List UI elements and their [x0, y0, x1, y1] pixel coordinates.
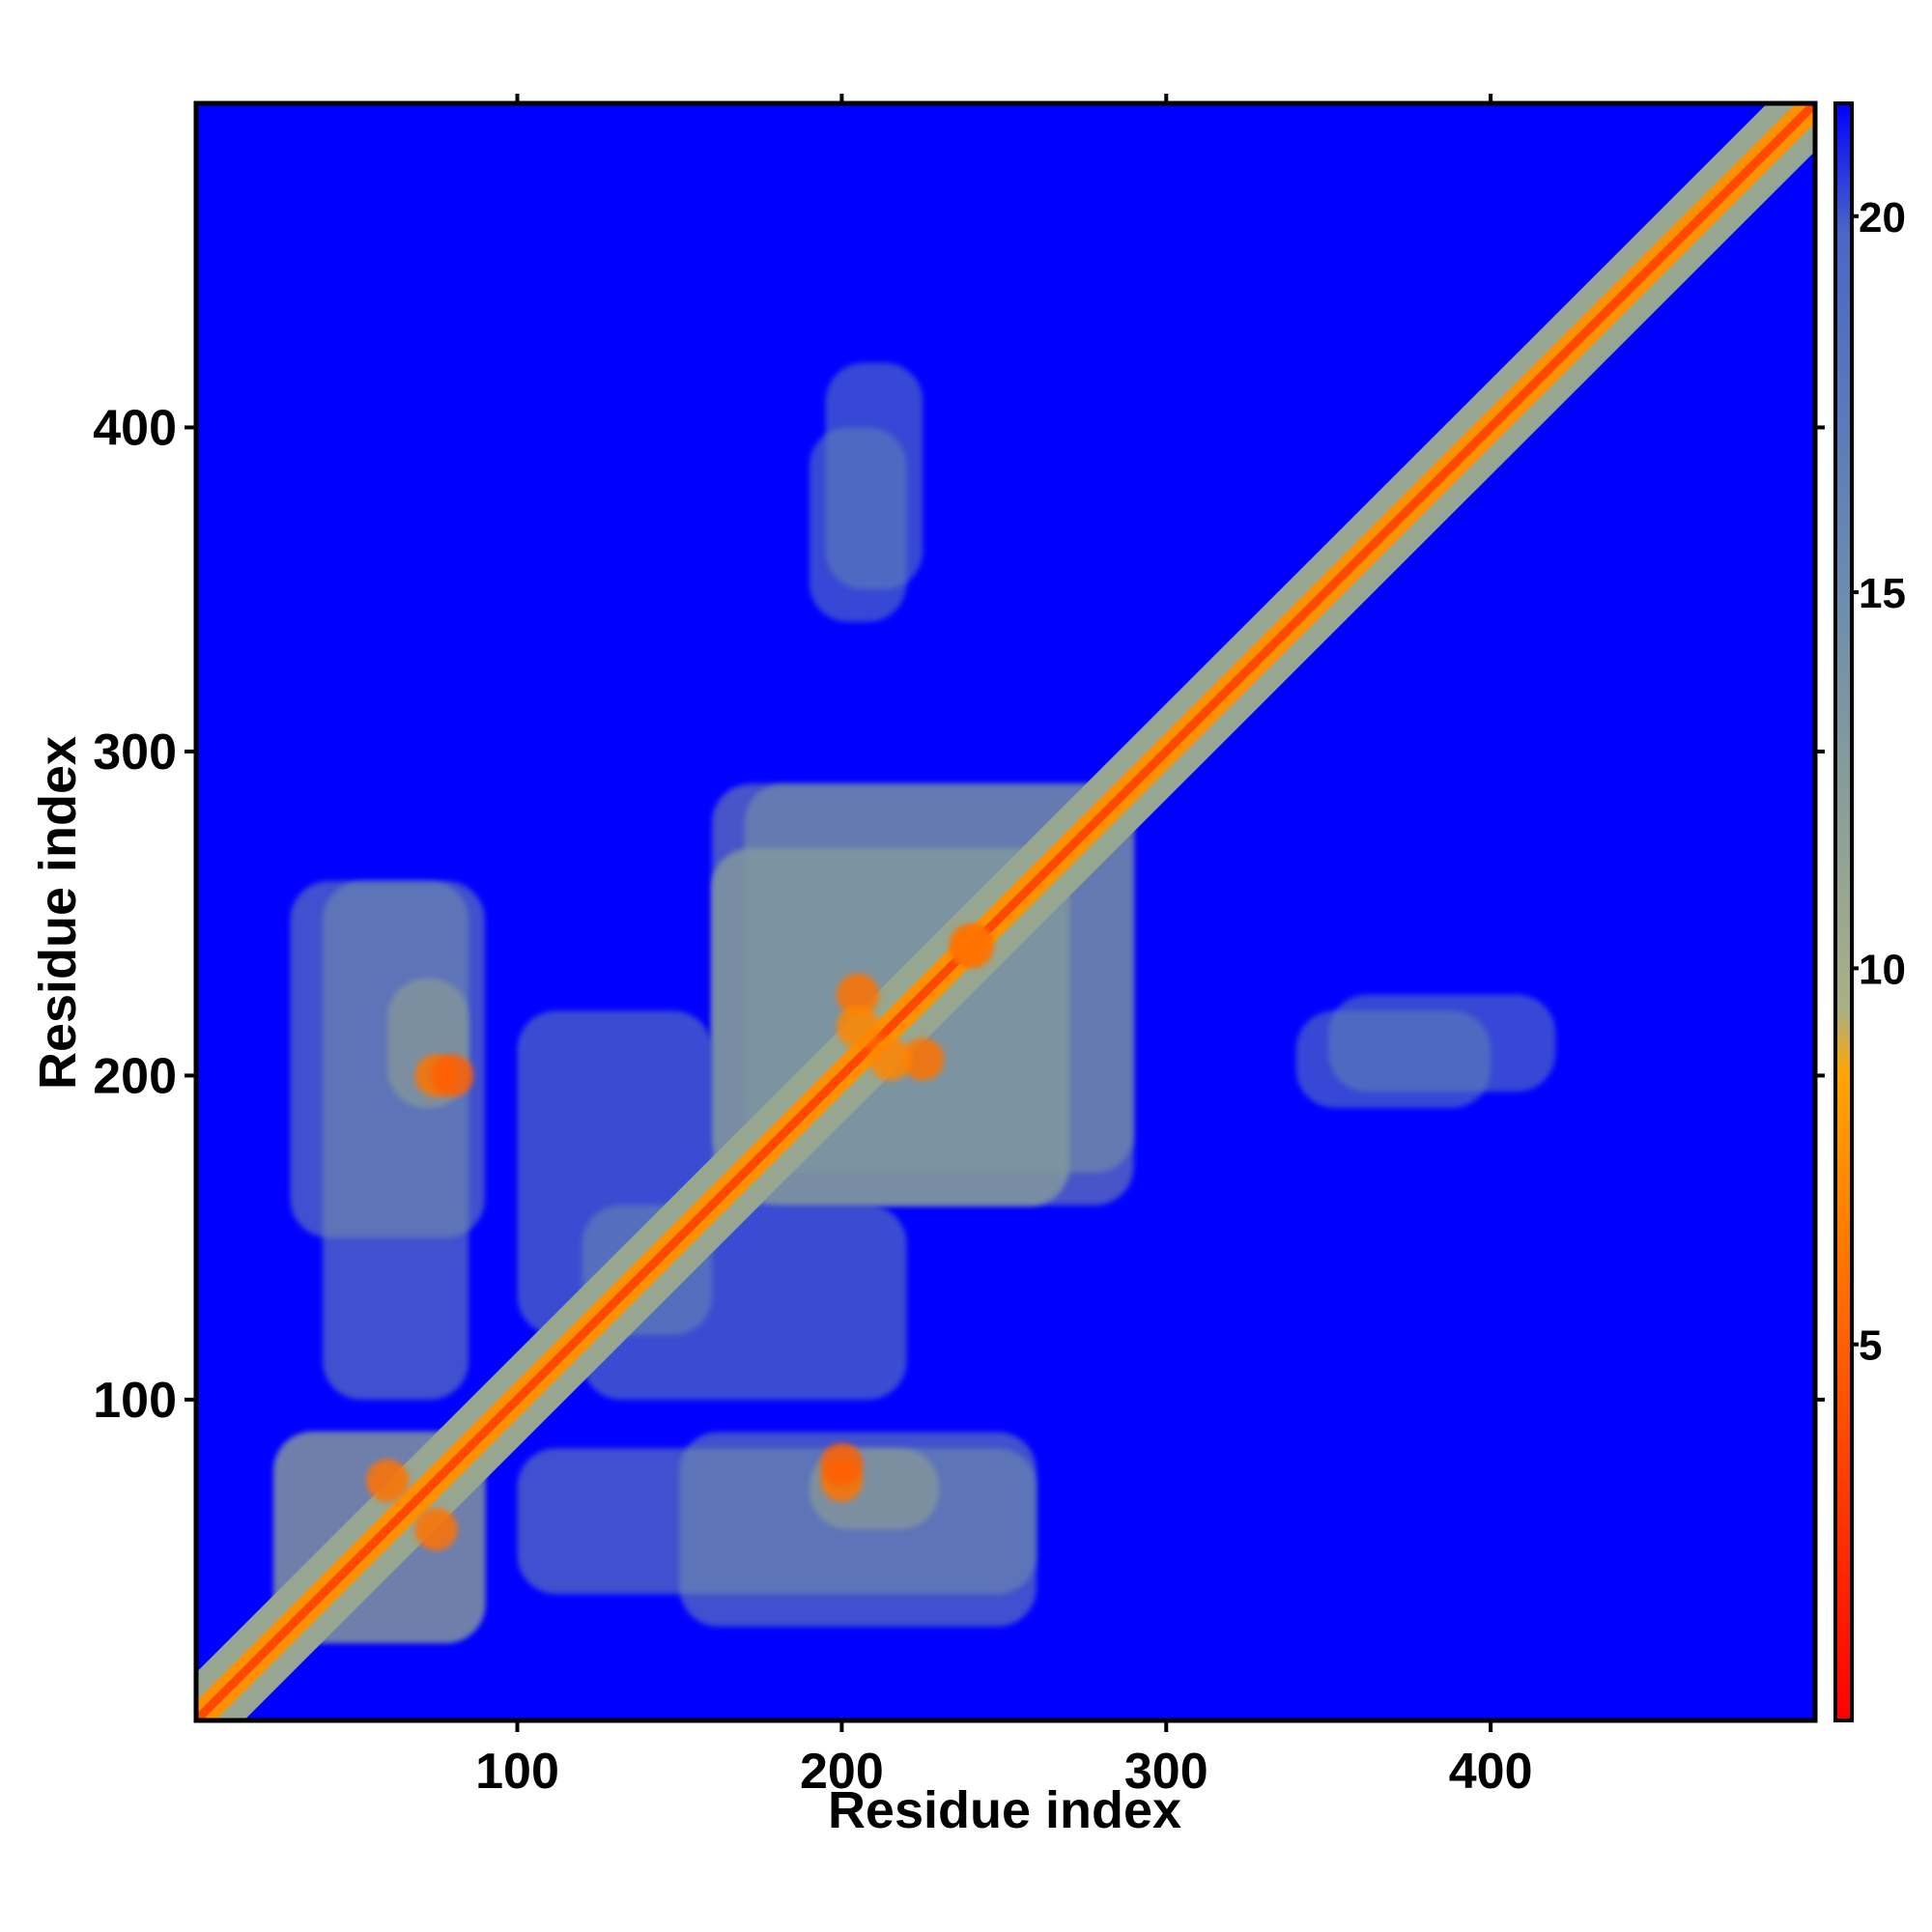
x-tick-label: 100 [475, 1744, 559, 1800]
x-axis-ticks: 100 200 300 400 [475, 94, 1533, 1800]
x-tick-label: 300 [1124, 1744, 1208, 1800]
contact-block-4-mirror [322, 881, 469, 1400]
hotspot-3-mirror [901, 1037, 945, 1081]
contact-block-4 [517, 1448, 1037, 1595]
colorbar-ticks: 5 10 15 20 [1852, 194, 1906, 1370]
contact-block-8-mirror [1328, 994, 1556, 1093]
y-tick-label: 100 [93, 1373, 177, 1429]
x-tick-label: 200 [800, 1744, 884, 1800]
y-axis-ticks: 100 200 300 400 [93, 400, 1825, 1429]
y-axis-title: Residue index [29, 736, 87, 1090]
plot-frame [193, 100, 1818, 1723]
colorbar-tick-label: 10 [1859, 946, 1906, 993]
heatmap-cells [196, 103, 1815, 1720]
y-tick-label: 300 [93, 724, 177, 781]
hotspot-2 [820, 1442, 864, 1486]
colorbar-tick-label: 5 [1859, 1322, 1882, 1370]
colorbar-tick-label: 15 [1859, 570, 1906, 617]
hotspot-4-mirror [950, 924, 993, 968]
hotspot-1-mirror [414, 1508, 458, 1551]
hotspot-3 [837, 973, 880, 1016]
hotspot-2-mirror [431, 1054, 474, 1097]
hotspot-5-mirror [837, 1006, 880, 1049]
diagonal-core [196, 103, 1815, 1720]
y-tick-label: 200 [93, 1048, 177, 1104]
y-tick-label: 400 [93, 400, 177, 456]
x-axis-title: Residue index [828, 1781, 1181, 1839]
hotspot-5 [868, 1037, 912, 1081]
hotspot-1 [366, 1459, 410, 1502]
colorbar-tick-label: 20 [1859, 194, 1906, 242]
colorbar [1833, 101, 1854, 1722]
x-tick-label: 400 [1449, 1744, 1533, 1800]
contact-block-8 [825, 362, 923, 590]
